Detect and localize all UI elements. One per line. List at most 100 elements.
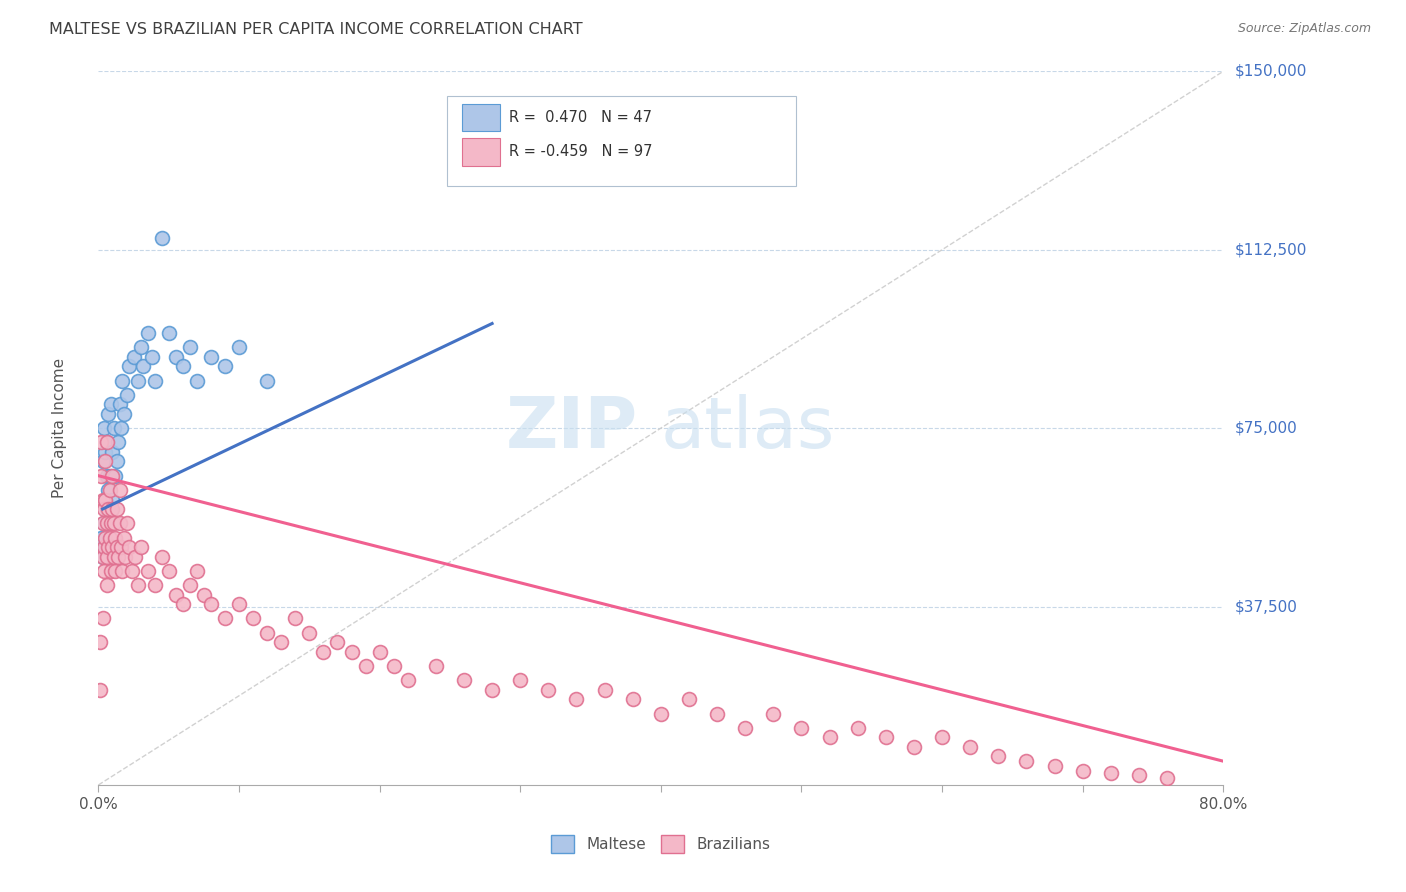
- Point: [734, 721, 756, 735]
- Point: [100, 516, 122, 531]
- Point: [101, 502, 124, 516]
- Point: [875, 731, 897, 745]
- Point: [107, 549, 129, 564]
- Point: [98, 540, 121, 554]
- Point: [91, 611, 114, 625]
- Point: [103, 549, 125, 564]
- Point: [143, 374, 166, 388]
- Point: [1128, 768, 1150, 782]
- Point: [96, 549, 118, 564]
- Point: [143, 578, 166, 592]
- Text: $112,500: $112,500: [1234, 243, 1306, 257]
- Point: [987, 749, 1010, 764]
- Text: $150,000: $150,000: [1234, 64, 1306, 78]
- Point: [94, 454, 117, 468]
- Point: [90, 435, 112, 450]
- Point: [621, 692, 644, 706]
- Point: [100, 564, 122, 578]
- Point: [790, 721, 813, 735]
- Point: [270, 635, 292, 649]
- Point: [179, 340, 201, 354]
- Text: Source: ZipAtlas.com: Source: ZipAtlas.com: [1237, 22, 1371, 36]
- Point: [91, 549, 114, 564]
- Point: [101, 445, 124, 459]
- Point: [537, 682, 560, 697]
- Point: [382, 659, 405, 673]
- Point: [112, 407, 135, 421]
- Point: [104, 531, 127, 545]
- Point: [111, 564, 134, 578]
- Point: [481, 682, 503, 697]
- Point: [903, 739, 925, 754]
- Point: [368, 645, 391, 659]
- Point: [1043, 759, 1066, 773]
- Point: [108, 397, 131, 411]
- Point: [179, 578, 201, 592]
- Point: [136, 326, 159, 340]
- Point: [157, 564, 180, 578]
- Text: R =  0.470   N = 47: R = 0.470 N = 47: [509, 110, 652, 125]
- Point: [284, 611, 307, 625]
- FancyBboxPatch shape: [447, 96, 796, 186]
- Point: [453, 673, 475, 688]
- Legend: Maltese, Brazilians: Maltese, Brazilians: [546, 829, 776, 859]
- Text: R = -0.459   N = 97: R = -0.459 N = 97: [509, 144, 652, 159]
- Point: [312, 645, 335, 659]
- Point: [1071, 764, 1094, 778]
- Point: [105, 540, 128, 554]
- Point: [846, 721, 869, 735]
- Point: [326, 635, 349, 649]
- Point: [1015, 754, 1038, 768]
- Point: [100, 397, 122, 411]
- Point: [1099, 766, 1122, 780]
- Point: [101, 540, 124, 554]
- Point: [94, 492, 117, 507]
- Point: [97, 540, 120, 554]
- Point: [93, 540, 115, 554]
- Point: [96, 578, 118, 592]
- Point: [214, 359, 236, 374]
- Point: [129, 540, 152, 554]
- Text: Per Capita Income: Per Capita Income: [52, 358, 66, 499]
- Point: [114, 549, 136, 564]
- Point: [165, 350, 187, 364]
- Point: [122, 350, 145, 364]
- Point: [150, 549, 173, 564]
- Point: [340, 645, 363, 659]
- Point: [172, 359, 194, 374]
- Point: [157, 326, 180, 340]
- Point: [101, 492, 124, 507]
- Point: [678, 692, 700, 706]
- Point: [91, 454, 114, 468]
- Text: ZIP: ZIP: [506, 393, 638, 463]
- Point: [129, 340, 152, 354]
- Point: [97, 483, 120, 497]
- Point: [97, 516, 120, 531]
- Point: [396, 673, 419, 688]
- Point: [104, 468, 127, 483]
- Point: [141, 350, 163, 364]
- Point: [100, 502, 122, 516]
- Point: [91, 549, 114, 564]
- Text: atlas: atlas: [661, 393, 835, 463]
- Point: [90, 468, 112, 483]
- Point: [931, 731, 953, 745]
- Point: [354, 659, 377, 673]
- Point: [1156, 771, 1178, 785]
- Point: [110, 540, 132, 554]
- Point: [98, 468, 121, 483]
- Point: [112, 531, 135, 545]
- Text: $37,500: $37,500: [1234, 599, 1298, 614]
- Point: [98, 531, 121, 545]
- FancyBboxPatch shape: [461, 104, 501, 131]
- Point: [200, 597, 222, 611]
- Point: [96, 468, 118, 483]
- Point: [172, 597, 194, 611]
- Point: [298, 625, 321, 640]
- Point: [105, 502, 128, 516]
- Point: [425, 659, 447, 673]
- Point: [136, 564, 159, 578]
- Point: [509, 673, 531, 688]
- Point: [103, 421, 125, 435]
- Point: [959, 739, 981, 754]
